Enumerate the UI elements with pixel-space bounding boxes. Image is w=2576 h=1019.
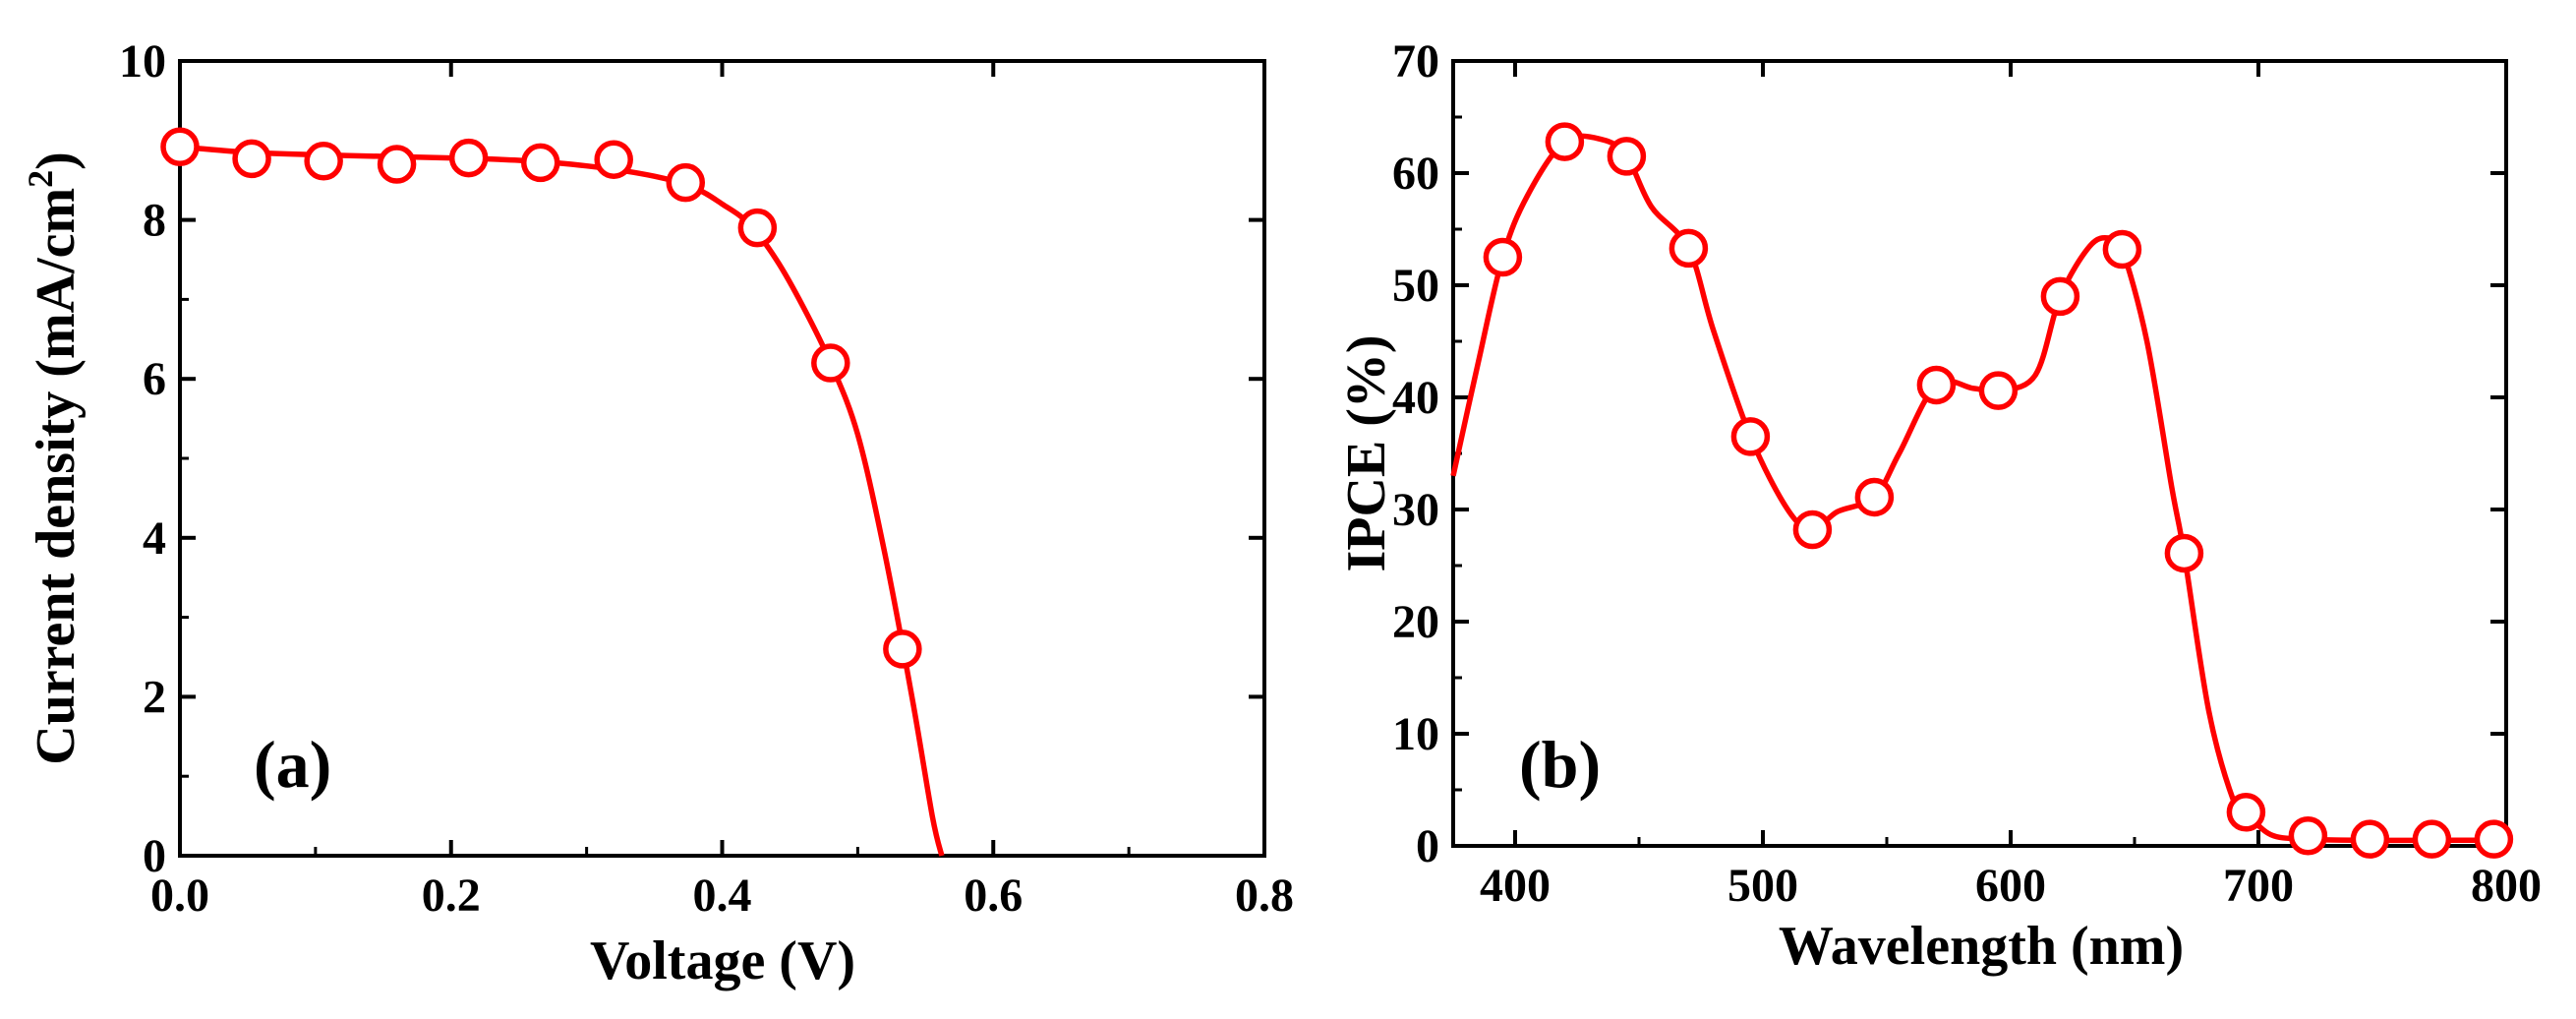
panel-b-ytick-label-7: 70: [1392, 35, 1439, 88]
panel-a-data-point-10: [883, 629, 922, 669]
panel-b-data-point-10: [2102, 229, 2142, 270]
panel-a-data-point-1: [232, 139, 271, 179]
panel-b-xtick-label-2: 600: [1975, 860, 2046, 912]
panel-a-xtick-label-4: 0.8: [1235, 869, 1294, 922]
panel-b-y-axis-label: IPCE (%): [1336, 334, 1397, 571]
panel-b-ytick-label-3: 30: [1392, 484, 1439, 536]
panel-a-ytick-label-5: 10: [119, 35, 166, 88]
panel-b-data-point-7: [1916, 365, 1957, 405]
panel-b-data-point-3: [1669, 228, 1709, 269]
panel-b-xtick-label-1: 500: [1727, 860, 1798, 912]
panel-b-ytick-label-1: 10: [1392, 708, 1439, 760]
panel-b-data-point-12: [2226, 793, 2266, 832]
panel-b-tick-marks: [1453, 59, 2508, 848]
panel-a-ytick-label-2: 4: [143, 512, 166, 565]
panel-a-data-point-4: [448, 138, 489, 178]
panel-b-data-point-4: [1730, 417, 1771, 456]
panel-a-data-point-9: [811, 343, 850, 383]
panel-b-ytick-label-2: 20: [1392, 596, 1439, 648]
panel-a-data-point-8: [737, 208, 778, 248]
panel-a-data-marks: [160, 127, 945, 857]
panel-a-xtick-label-2: 0.4: [693, 869, 752, 922]
panel-a-x-axis-label: Voltage (V): [590, 930, 855, 991]
panel-a-plot-frame: [178, 59, 1266, 858]
panel-a-data-point-3: [377, 145, 417, 184]
panel-b-ipce-chart: 400 500 600 700 800 0 10 20 30 40 50 60 70 (b) Wavel…: [1336, 35, 2542, 977]
panel-b-xtick-label-0: 400: [1480, 860, 1551, 912]
panel-b-ytick-label-6: 60: [1392, 148, 1439, 200]
panel-a-y-axis-label-close: ): [26, 151, 87, 170]
panel-b-data-point-8: [1978, 371, 2019, 410]
panel-a-xtick-label-0: 0.0: [150, 869, 209, 922]
panel-b-data-point-13: [2288, 815, 2328, 856]
panel-b-data-point-2: [1607, 137, 1647, 176]
panel-a-data-point-7: [666, 162, 706, 203]
panel-a-ytick-label-4: 8: [143, 195, 166, 247]
panel-b-data-point-14: [2350, 819, 2390, 859]
panel-a-data-point-6: [594, 140, 633, 179]
panel-b-data-point-9: [2040, 276, 2080, 317]
panel-a-label: (a): [254, 727, 331, 802]
panel-b-data-marks: [1450, 122, 2514, 859]
panel-b-data-point-15: [2412, 819, 2452, 859]
panel-a-tick-marks: [178, 59, 1266, 858]
panel-a-data-point-2: [304, 142, 343, 181]
panel-a-data-point-5: [520, 143, 560, 183]
panel-b-ytick-label-5: 50: [1392, 260, 1439, 312]
panel-b-x-axis-label: Wavelength (nm): [1779, 916, 2184, 977]
panel-a-y-axis-label-superscript: 2: [21, 170, 60, 188]
panel-b-tick-labels: 400 500 600 700 800 0 10 20 30 40 50 60 70: [1392, 35, 2542, 912]
panel-b-data-point-0: [1483, 237, 1523, 277]
panel-b-plot-frame: [1451, 59, 2508, 848]
panel-a-xtick-label-1: 0.2: [422, 869, 481, 922]
panel-b-ytick-label-0: 0: [1416, 820, 1439, 872]
panel-b-data-point-6: [1854, 477, 1895, 517]
panel-a-jv-chart: 0.0 0.2 0.4 0.6 0.8 0 2 4 6 8 10 (a) Voltage (V) C…: [21, 35, 1294, 991]
panel-a-ytick-label-3: 6: [143, 353, 166, 405]
panel-a-xtick-label-3: 0.6: [964, 869, 1023, 922]
panel-a-ytick-label-0: 0: [143, 830, 166, 882]
panel-b-data-point-11: [2164, 533, 2204, 573]
panel-a-y-axis-label-main: Current density (mA/cm: [26, 188, 87, 765]
panel-b-xtick-label-3: 700: [2223, 860, 2294, 912]
panel-b-series-line-0: [1450, 133, 2494, 844]
panel-b-data-point-16: [2474, 819, 2514, 859]
panel-b-xtick-label-4: 800: [2471, 860, 2542, 912]
panel-b-label: (b): [1519, 727, 1601, 802]
panel-a-ytick-label-1: 2: [143, 671, 166, 723]
panel-a-data-point-0: [160, 127, 200, 167]
panel-b-data-point-1: [1545, 122, 1585, 161]
panel-b-ytick-label-4: 40: [1392, 372, 1439, 424]
panel-a-y-axis-label: Current density (mA/cm2): [21, 151, 87, 765]
panel-a-tick-labels: 0.0 0.2 0.4 0.6 0.8 0 2 4 6 8 10: [119, 35, 1294, 922]
panel-b-data-point-5: [1792, 510, 1833, 550]
